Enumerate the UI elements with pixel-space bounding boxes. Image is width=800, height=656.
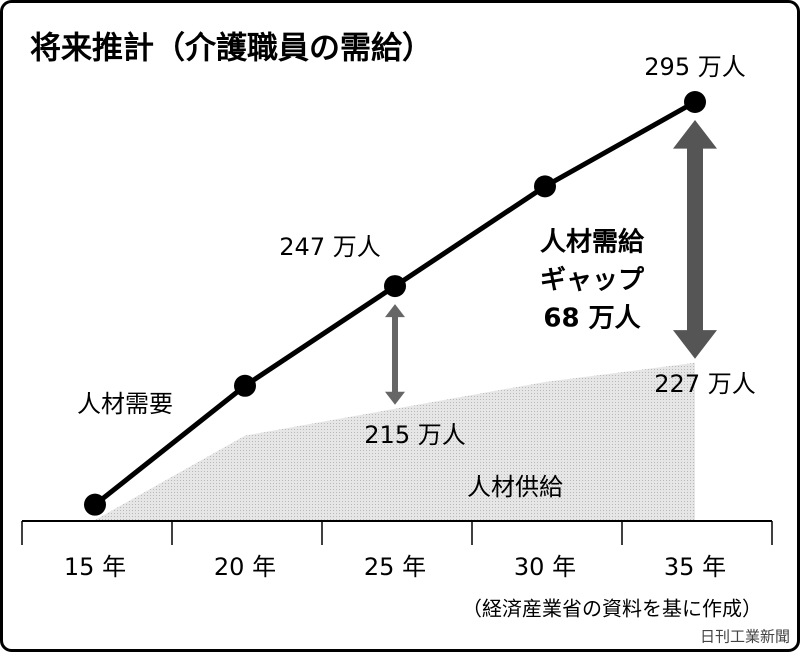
value-label: 227 万人 — [654, 370, 755, 398]
credit: 日刊工業新聞 — [700, 628, 790, 646]
supply-area — [95, 362, 695, 520]
value-label: 295 万人 — [644, 53, 745, 81]
x-tick-label: 15 年 — [64, 553, 126, 581]
source-note: （経済産業省の資料を基に作成） — [462, 597, 762, 621]
gap-label: 68 万人 — [543, 304, 640, 334]
gap-arrow — [385, 304, 405, 405]
series-label: 人材需要 — [77, 390, 173, 418]
gap-label: ギャップ — [540, 266, 645, 296]
x-tick-label: 35 年 — [664, 553, 726, 581]
x-tick-label: 30 年 — [514, 553, 576, 581]
value-label: 215 万人 — [364, 421, 465, 449]
demand-point — [684, 91, 706, 113]
gap-label: 人材需給 — [540, 227, 645, 258]
series-label: 人材供給 — [467, 473, 563, 501]
chart-title: 将来推計（介護職員の需給） — [30, 31, 433, 67]
gap-arrow — [673, 120, 717, 359]
x-tick-label: 25 年 — [364, 553, 426, 581]
value-label: 247 万人 — [279, 233, 380, 261]
demand-point — [534, 175, 556, 198]
demand-point — [234, 374, 256, 397]
x-tick-label: 20 年 — [214, 553, 276, 581]
demand-point — [384, 275, 406, 298]
demand-point — [84, 493, 106, 516]
